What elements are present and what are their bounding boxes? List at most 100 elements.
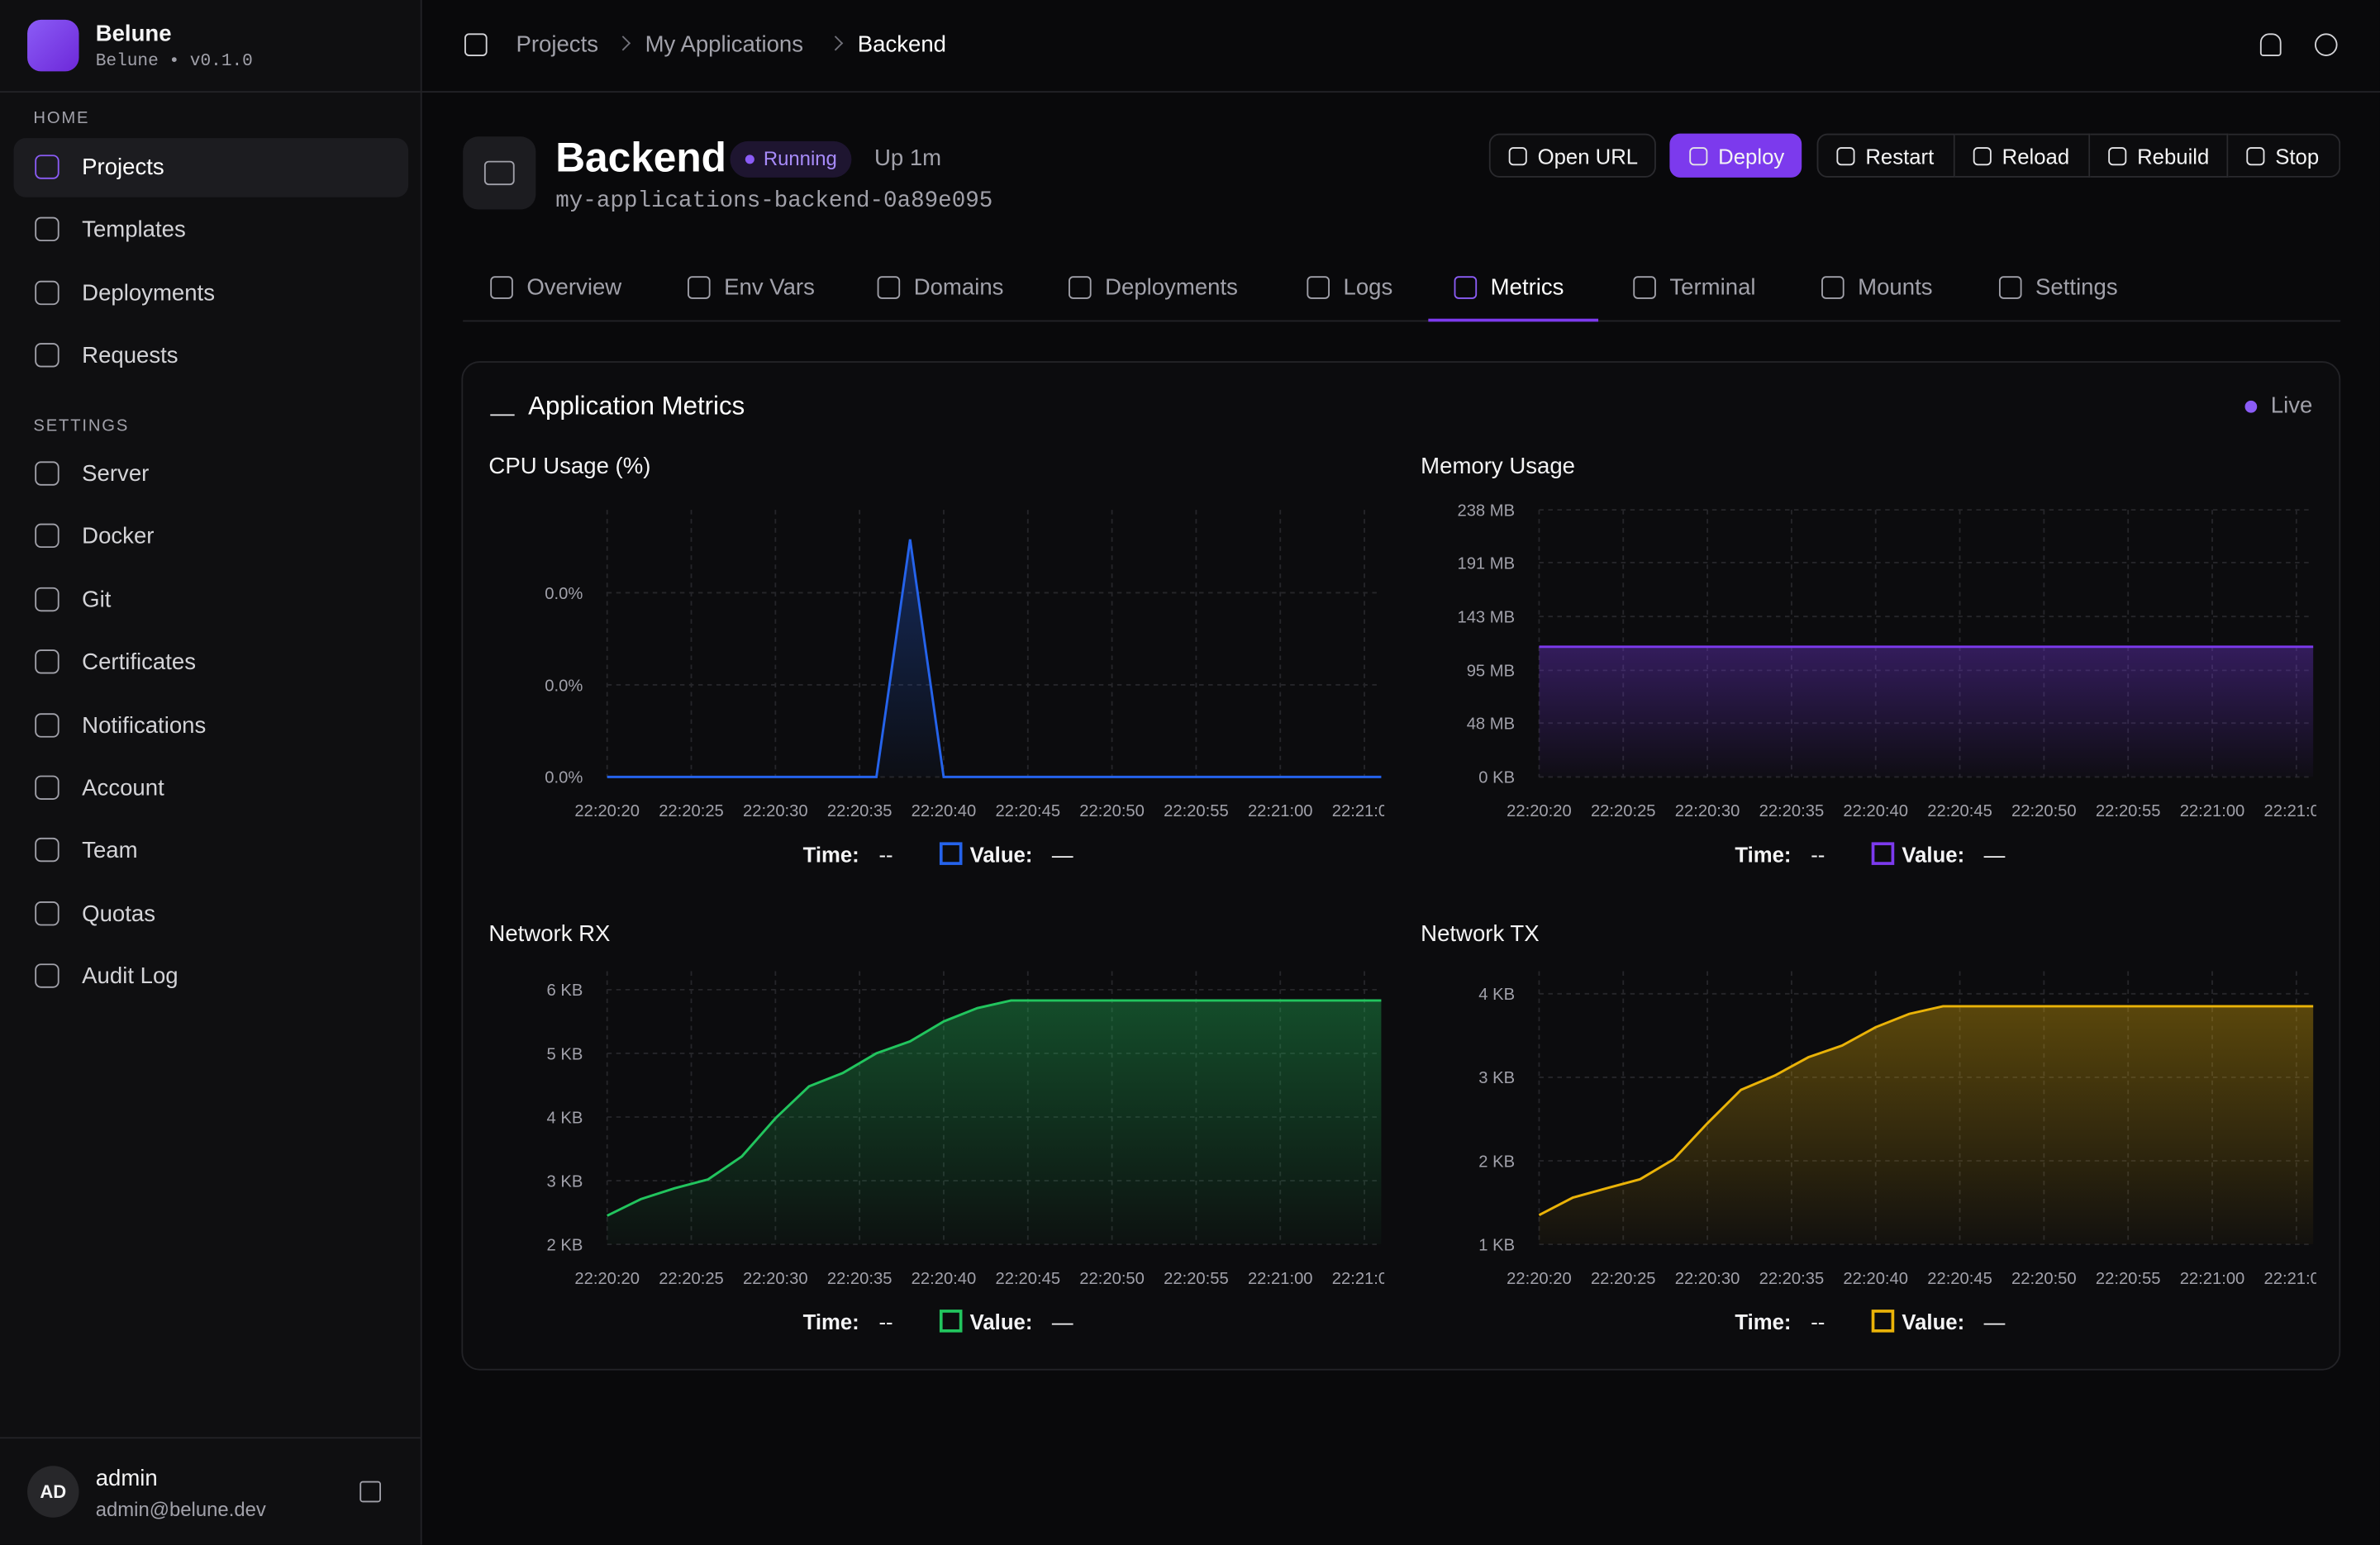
- nav-item[interactable]: Notifications: [14, 696, 409, 755]
- legend-value-label: Value:: [1902, 1311, 1964, 1334]
- nav-label: Deployments: [82, 280, 215, 307]
- x-tick-label: 22:20:50: [1079, 1270, 1145, 1288]
- nav-icon: [35, 280, 60, 305]
- nav-label: Notifications: [82, 712, 207, 739]
- sidebar-toggle[interactable]: [464, 33, 488, 56]
- tab[interactable]: Domains: [877, 267, 1019, 321]
- legend-time-value: --: [1811, 844, 1825, 867]
- nav-item[interactable]: Projects: [13, 138, 409, 197]
- logout-button[interactable]: [359, 1481, 382, 1503]
- version: Belune • v0.1.0: [95, 51, 253, 72]
- y-tick-label: 48 MB: [1467, 715, 1515, 734]
- nav-item[interactable]: Docker: [14, 507, 409, 567]
- tab[interactable]: Mounts: [1821, 267, 1947, 321]
- y-tick-label: 6 KB: [547, 982, 583, 1000]
- chart-title: Memory Usage: [1421, 454, 1575, 480]
- nav-icon: [35, 712, 60, 737]
- y-tick-label: 3 KB: [547, 1172, 583, 1191]
- nav-label: Requests: [82, 343, 178, 369]
- tab[interactable]: Settings: [1998, 267, 2135, 321]
- y-tick-label: 95 MB: [1467, 663, 1515, 681]
- tab[interactable]: Deployments: [1069, 267, 1257, 321]
- action-label: Reload: [2002, 143, 2070, 168]
- nav-item[interactable]: Templates: [14, 201, 409, 260]
- chart: 0.0% 0.0% 0.0% 22:20:20 22:20:25 22:20:30 22:2…: [545, 510, 1384, 867]
- tab[interactable]: Logs: [1307, 267, 1404, 321]
- y-tick-label: 2 KB: [547, 1236, 583, 1254]
- y-tick-label: 0.0%: [545, 585, 583, 603]
- nav-label: Projects: [82, 154, 164, 181]
- x-tick-label: 22:20:50: [2011, 802, 2077, 820]
- breadcrumb-item[interactable]: My Applications: [645, 31, 804, 58]
- nav-item[interactable]: Audit Log: [14, 947, 409, 1006]
- tab-icon: [490, 276, 513, 299]
- app-name: Backend: [555, 135, 726, 181]
- chart-title: Network RX: [488, 920, 611, 948]
- user-email: admin@belune.dev: [95, 1497, 266, 1521]
- nav-item[interactable]: Requests: [14, 326, 409, 386]
- x-tick-label: 22:20:45: [995, 1270, 1060, 1288]
- x-tick-label: 22:20:55: [1164, 1270, 1229, 1288]
- x-tick-label: 22:20:30: [743, 1270, 808, 1288]
- notifications-button[interactable]: [2259, 33, 2282, 56]
- nav-item[interactable]: Git: [14, 570, 409, 630]
- y-tick-label: 143 MB: [1457, 609, 1515, 627]
- chart: 1 KB 2 KB 3 KB 4 KB 22:20:20 22:20:25 22:20:30…: [1478, 971, 2323, 1334]
- legend-value-value: —: [1052, 844, 1073, 867]
- brand: Belune: [95, 21, 172, 47]
- tab[interactable]: Overview: [490, 267, 635, 321]
- x-tick-label: 22:20:55: [1164, 802, 1229, 820]
- action-button[interactable]: Restart: [1816, 133, 1955, 178]
- nav-item[interactable]: Certificates: [14, 633, 409, 692]
- y-tick-label: 3 KB: [1478, 1069, 1515, 1087]
- nav-icon: [35, 154, 60, 179]
- legend-value-label: Value:: [970, 1311, 1033, 1334]
- breadcrumb-separator: [615, 36, 631, 51]
- y-tick-label: 238 MB: [1457, 502, 1515, 520]
- nav-item[interactable]: Team: [14, 821, 409, 881]
- action-button[interactable]: Deploy: [1669, 133, 1802, 178]
- x-tick-label: 22:20:40: [912, 1270, 977, 1288]
- x-tick-label: 22:20:40: [1843, 802, 1908, 820]
- area: [607, 539, 1382, 777]
- action-button[interactable]: Stop: [2228, 133, 2341, 178]
- nav-label: Quotas: [82, 901, 156, 927]
- action-button[interactable]: Rebuild: [2090, 133, 2229, 178]
- nav-label: Audit Log: [82, 963, 178, 990]
- x-tick-label: 22:20:35: [1759, 802, 1825, 820]
- tab[interactable]: Terminal: [1633, 267, 1769, 321]
- x-tick-label: 22:21:05: [2264, 802, 2323, 820]
- tab-label: Logs: [1343, 274, 1393, 301]
- nav-item[interactable]: Deployments: [14, 264, 409, 323]
- action-button[interactable]: Open URL: [1488, 133, 1656, 178]
- legend-value-value: —: [1052, 1311, 1073, 1334]
- nav-label: Git: [82, 587, 112, 613]
- action-label: Restart: [1865, 143, 1935, 168]
- nav-item[interactable]: Account: [14, 758, 409, 818]
- tab[interactable]: Metrics: [1428, 267, 1599, 322]
- x-tick-label: 22:21:05: [2264, 1270, 2323, 1288]
- tab-label: Settings: [2035, 274, 2118, 301]
- x-tick-label: 22:20:25: [659, 1270, 724, 1288]
- x-tick-label: 22:21:00: [2180, 1270, 2245, 1288]
- breadcrumb-item[interactable]: Projects: [516, 31, 599, 58]
- tab[interactable]: Env Vars: [688, 267, 827, 321]
- tab-icon: [1821, 276, 1844, 299]
- tab-icon: [1633, 276, 1656, 299]
- x-tick-label: 22:20:35: [827, 1270, 892, 1288]
- tab-label: Terminal: [1669, 274, 1756, 301]
- nav-label: Certificates: [82, 649, 196, 676]
- nav-label: Team: [82, 838, 138, 864]
- theme-button[interactable]: [2315, 33, 2338, 56]
- nav-item[interactable]: Server: [14, 444, 409, 504]
- avatar: AD: [27, 1466, 79, 1518]
- tab-icon: [1998, 276, 2022, 299]
- x-tick-label: 22:20:20: [574, 802, 640, 820]
- legend-time-label: Time:: [1735, 1311, 1791, 1334]
- legend-value-label: Value:: [1902, 844, 1964, 867]
- action-button[interactable]: Reload: [1954, 133, 2091, 178]
- breadcrumb-separator: [828, 36, 844, 51]
- nav-icon: [35, 838, 60, 863]
- y-tick-label: 2 KB: [1478, 1153, 1515, 1171]
- nav-item[interactable]: Quotas: [14, 884, 409, 944]
